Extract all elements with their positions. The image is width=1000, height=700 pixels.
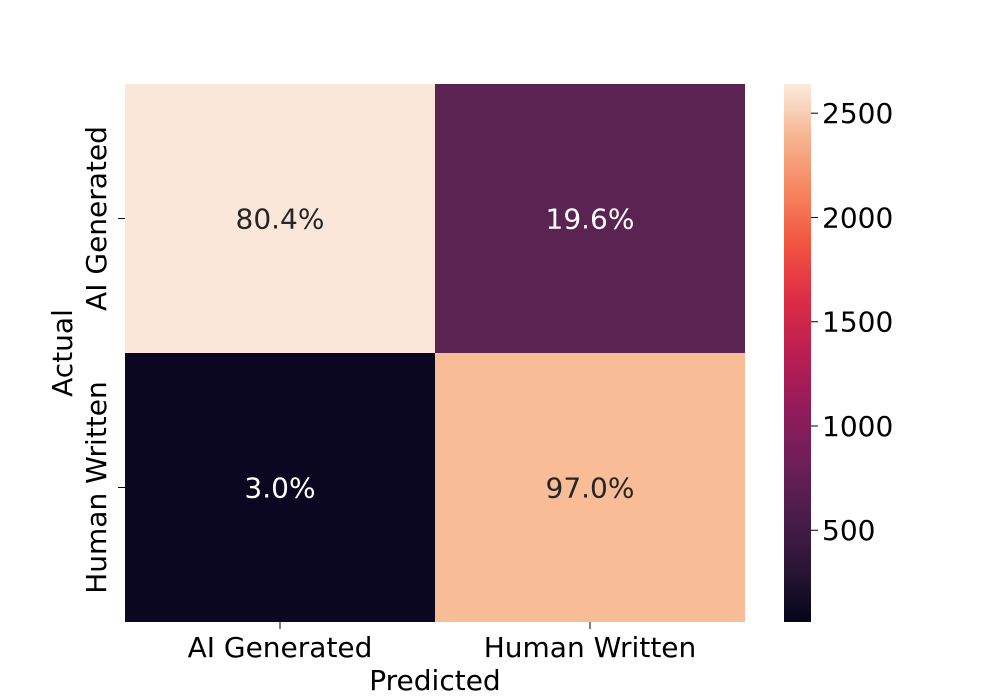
colorbar: 500 1000 1500 2000 2500 (784, 84, 893, 622)
y-axis-label: Actual (46, 309, 79, 397)
colorbar-tick-label: 1000 (822, 410, 893, 443)
y-axis: AI Generated Human Written (80, 126, 125, 594)
y-tick-label: Human Written (80, 381, 113, 594)
y-tick-label: AI Generated (80, 126, 113, 311)
cell-annotation: 80.4% (236, 203, 325, 236)
heatmap-cell (435, 353, 745, 622)
colorbar-tick-label: 1500 (822, 306, 893, 339)
heatmap-cell (125, 84, 435, 353)
heatmap-cell (125, 353, 435, 622)
x-tick-label: Human Written (484, 631, 697, 664)
x-axis-label: Predicted (369, 664, 500, 697)
colorbar-tick-label: 2500 (822, 97, 893, 130)
heatmap-cell (435, 84, 745, 353)
cell-annotations: 80.4% 19.6% 3.0% 97.0% (236, 203, 635, 505)
cell-annotation: 3.0% (244, 472, 315, 505)
cell-annotation: 97.0% (546, 472, 635, 505)
x-tick-label: AI Generated (188, 631, 373, 664)
heatmap-cells (125, 84, 745, 622)
cell-annotation: 19.6% (546, 203, 635, 236)
colorbar-tick-label: 500 (822, 514, 875, 547)
colorbar-tick-label: 2000 (822, 201, 893, 234)
colorbar-gradient (784, 84, 811, 622)
x-axis: AI Generated Human Written (188, 622, 697, 664)
